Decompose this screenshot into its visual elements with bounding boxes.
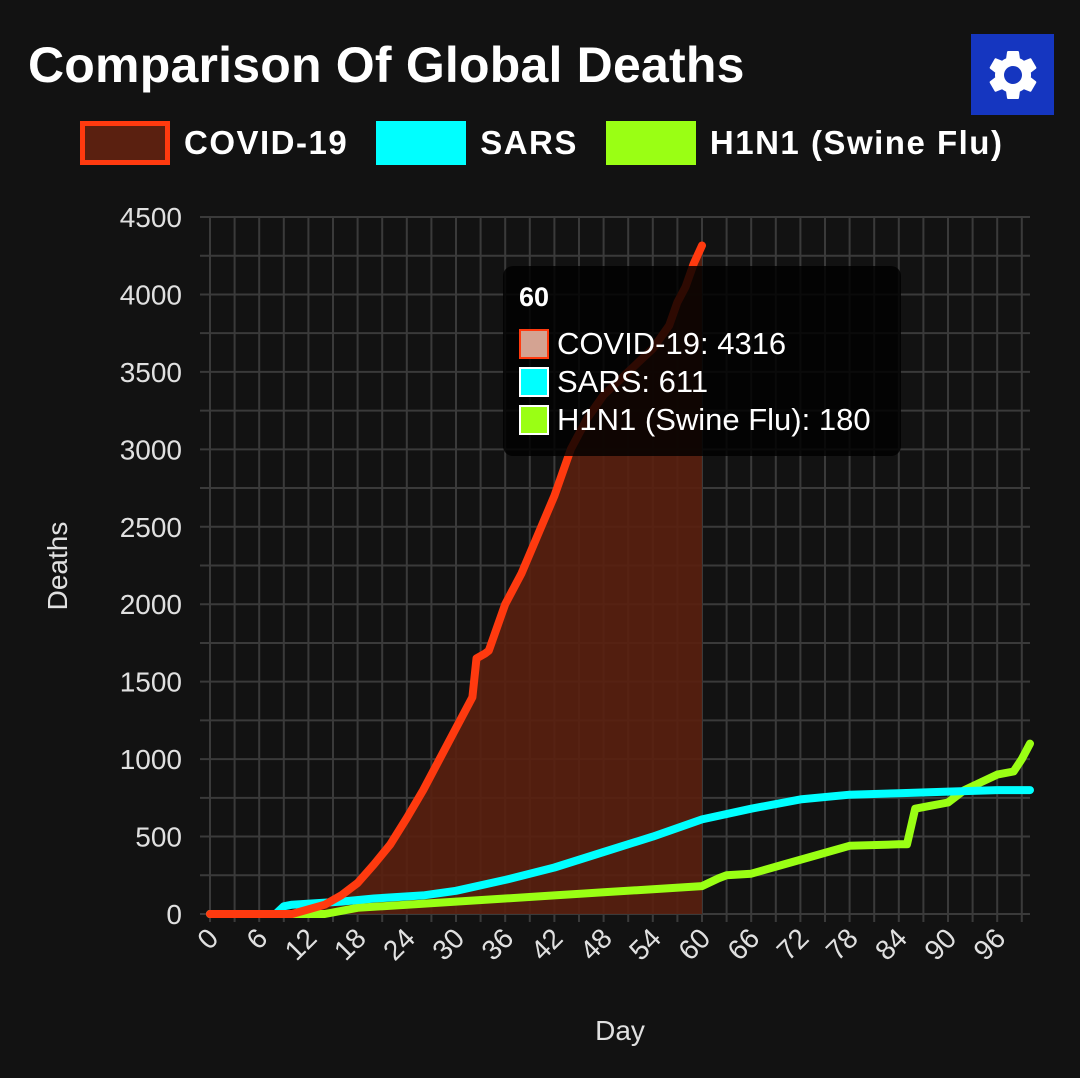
y-tick-label: 4500 [120,202,182,233]
x-tick-label: 0 [191,922,224,955]
tooltip-label-sars: SARS: 611 [557,364,709,399]
chart-legend: COVID-19 SARS H1N1 (Swine Flu) [80,118,1031,168]
y-tick-label: 0 [166,899,182,930]
x-tick-label: 36 [475,922,519,966]
settings-button[interactable] [971,34,1054,115]
h1n1-series-line [206,739,1034,918]
x-tick-label: 6 [241,922,274,955]
legend-item-h1n1[interactable]: H1N1 (Swine Flu) [605,121,1032,165]
y-tick-label: 2500 [120,512,182,543]
legend-item-covid[interactable]: COVID-19 [80,121,376,165]
sars-series-line [206,786,1034,918]
y-tick-label: 4000 [120,279,182,310]
x-tick-label: 72 [771,922,815,966]
area-fills [210,245,702,914]
legend-swatch-covid [80,121,170,165]
legend-swatch-h1n1 [605,121,696,165]
chart-title: Comparison Of Global Deaths [28,37,745,93]
legend-swatch-sars [376,121,467,165]
x-tick-label: 12 [279,922,323,966]
x-axis-title: Day [595,1015,645,1046]
chart-tooltip: 60 COVID-19: 4316 SARS: 611 H1N1 (Swine … [503,266,901,456]
x-tick-label: 18 [328,922,372,966]
x-tick-label: 54 [623,922,667,966]
x-tick-label: 30 [426,922,470,966]
x-tick-label: 84 [869,922,913,966]
y-tick-label: 500 [135,822,182,853]
gear-icon [989,50,1036,99]
y-tick-label: 2000 [120,589,182,620]
y-tick-label: 3500 [120,357,182,388]
x-tick-label: 42 [525,922,569,966]
y-axis-title: Deaths [42,522,73,611]
legend-label-h1n1: H1N1 (Swine Flu) [709,124,1004,161]
x-tick-label: 96 [967,922,1011,966]
x-tick-label: 66 [721,922,765,966]
y-tick-label: 1000 [120,744,182,775]
y-tick-label: 3000 [120,434,182,465]
tooltip-row-sars: SARS: 611 [519,363,901,401]
x-tick-label: 60 [672,922,716,966]
tooltip-row-h1n1: H1N1 (Swine Flu): 180 [519,401,901,439]
x-tick-label: 48 [574,922,618,966]
tooltip-swatch-sars [519,367,549,397]
tooltip-swatch-h1n1 [519,405,549,435]
tooltip-title: 60 [519,282,550,312]
covid-area-fill [210,245,702,914]
legend-item-sars[interactable]: SARS [376,121,606,165]
x-tick-label: 24 [377,922,421,966]
tooltip-row-covid: COVID-19: 4316 [519,325,901,363]
x-tick-label: 78 [820,922,864,966]
y-tick-label: 1500 [120,667,182,698]
legend-label-sars: SARS [480,124,578,161]
tooltip-label-covid: COVID-19: 4316 [557,326,787,361]
tooltip-swatch-covid [519,329,549,359]
tooltip-label-h1n1: H1N1 (Swine Flu): 180 [557,402,871,437]
x-tick-label: 90 [918,922,962,966]
legend-label-covid: COVID-19 [184,124,349,161]
